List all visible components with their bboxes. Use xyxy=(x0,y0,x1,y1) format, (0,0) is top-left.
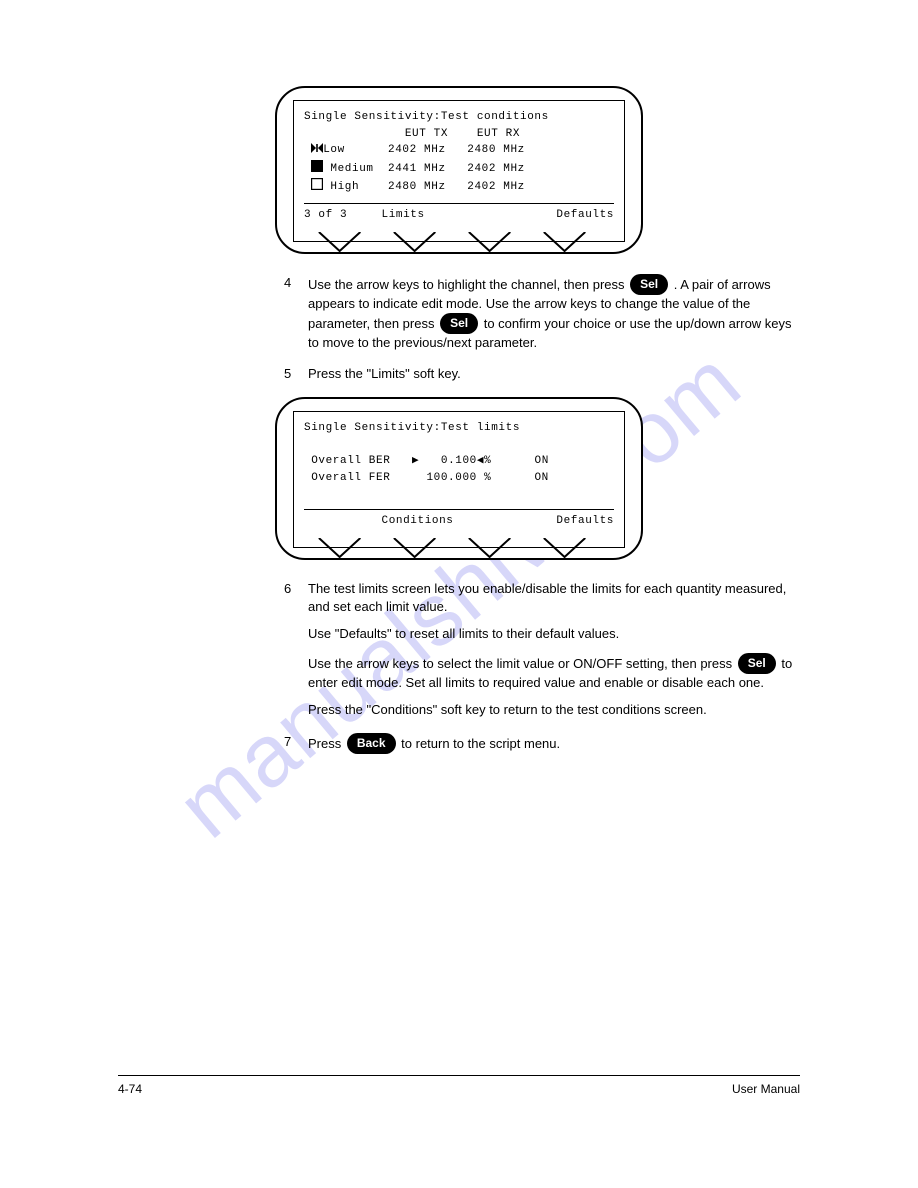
step-number-7: 7 xyxy=(284,733,298,754)
step6-line2: Use "Defaults" to reset all limits to th… xyxy=(308,625,800,643)
lcd1-softkeys: 3 of 3 Limits Defaults xyxy=(304,203,614,224)
sel-button-3[interactable]: Sel xyxy=(738,653,776,674)
lcd-screen-conditions: Single Sensitivity:Test conditions EUT T… xyxy=(275,86,643,254)
softkey-defaults-2[interactable]: Defaults xyxy=(537,513,615,530)
footer-page-number: 4-74 xyxy=(118,1082,142,1096)
step6-line4: Press the "Conditions" soft key to retur… xyxy=(308,701,800,719)
step5-text: Press the "Limits" soft key. xyxy=(308,365,800,383)
softkey-blank-2a xyxy=(304,513,382,530)
step-4: 4 Use the arrow keys to highlight the ch… xyxy=(284,274,800,351)
step-number-6: 6 xyxy=(284,580,298,719)
step-number-5: 5 xyxy=(284,365,298,383)
checkbox-empty-icon xyxy=(311,178,323,197)
lcd1-row-high: High 2480 MHz 2402 MHz xyxy=(304,178,614,197)
selected-arrow-icon xyxy=(311,143,323,160)
lcd2-blank2 xyxy=(304,486,614,503)
softkey-blank-2b xyxy=(459,513,537,530)
lcd-tabs-icon-2 xyxy=(313,538,605,560)
lcd1-row-low: Low 2402 MHz 2480 MHz xyxy=(304,142,614,160)
lcd2-row-fer: Overall FER 100.000 % ON xyxy=(304,470,614,487)
page-footer: 4-74 User Manual xyxy=(118,1075,800,1096)
lcd-screen-limits: Single Sensitivity:Test limits Overall B… xyxy=(275,397,643,560)
softkey-limits[interactable]: Limits xyxy=(382,207,460,224)
softkey-conditions[interactable]: Conditions xyxy=(382,513,460,530)
checkbox-filled-icon xyxy=(311,160,323,179)
softkey-blank xyxy=(459,207,537,224)
step7-text-a: Press xyxy=(308,736,345,751)
sel-button-1[interactable]: Sel xyxy=(630,274,668,295)
softkey-defaults-1[interactable]: Defaults xyxy=(537,207,615,224)
page-content: Single Sensitivity:Test conditions EUT T… xyxy=(118,86,800,768)
footer-title: User Manual xyxy=(732,1082,800,1096)
lcd2-title: Single Sensitivity:Test limits xyxy=(304,420,614,437)
sel-button-2[interactable]: Sel xyxy=(440,313,478,334)
step-number-4: 4 xyxy=(284,274,298,351)
back-button[interactable]: Back xyxy=(347,733,396,754)
lcd2-row-ber: Overall BER ▶ 0.100◀% ON xyxy=(304,453,614,470)
cursor-right-icon: ▶ xyxy=(412,455,419,467)
lcd2-softkeys: Conditions Defaults xyxy=(304,509,614,530)
lcd1-header: EUT TX EUT RX xyxy=(304,126,614,143)
step-5: 5 Press the "Limits" soft key. xyxy=(284,365,800,383)
lcd1-row-medium: Medium 2441 MHz 2402 MHz xyxy=(304,160,614,179)
lcd2-blank xyxy=(304,437,614,454)
step6-line1: The test limits screen lets you enable/d… xyxy=(308,580,800,615)
step-7: 7 Press Back to return to the script men… xyxy=(284,733,800,754)
softkey-3of3[interactable]: 3 of 3 xyxy=(304,207,382,224)
step7-text-b: to return to the script menu. xyxy=(401,736,560,751)
step4-text-a: Use the arrow keys to highlight the chan… xyxy=(308,277,628,292)
lcd1-title: Single Sensitivity:Test conditions xyxy=(304,109,614,126)
step-6: 6 The test limits screen lets you enable… xyxy=(284,580,800,719)
step6-line3a: Use the arrow keys to select the limit v… xyxy=(308,656,736,671)
lcd-tabs-icon xyxy=(313,232,605,254)
